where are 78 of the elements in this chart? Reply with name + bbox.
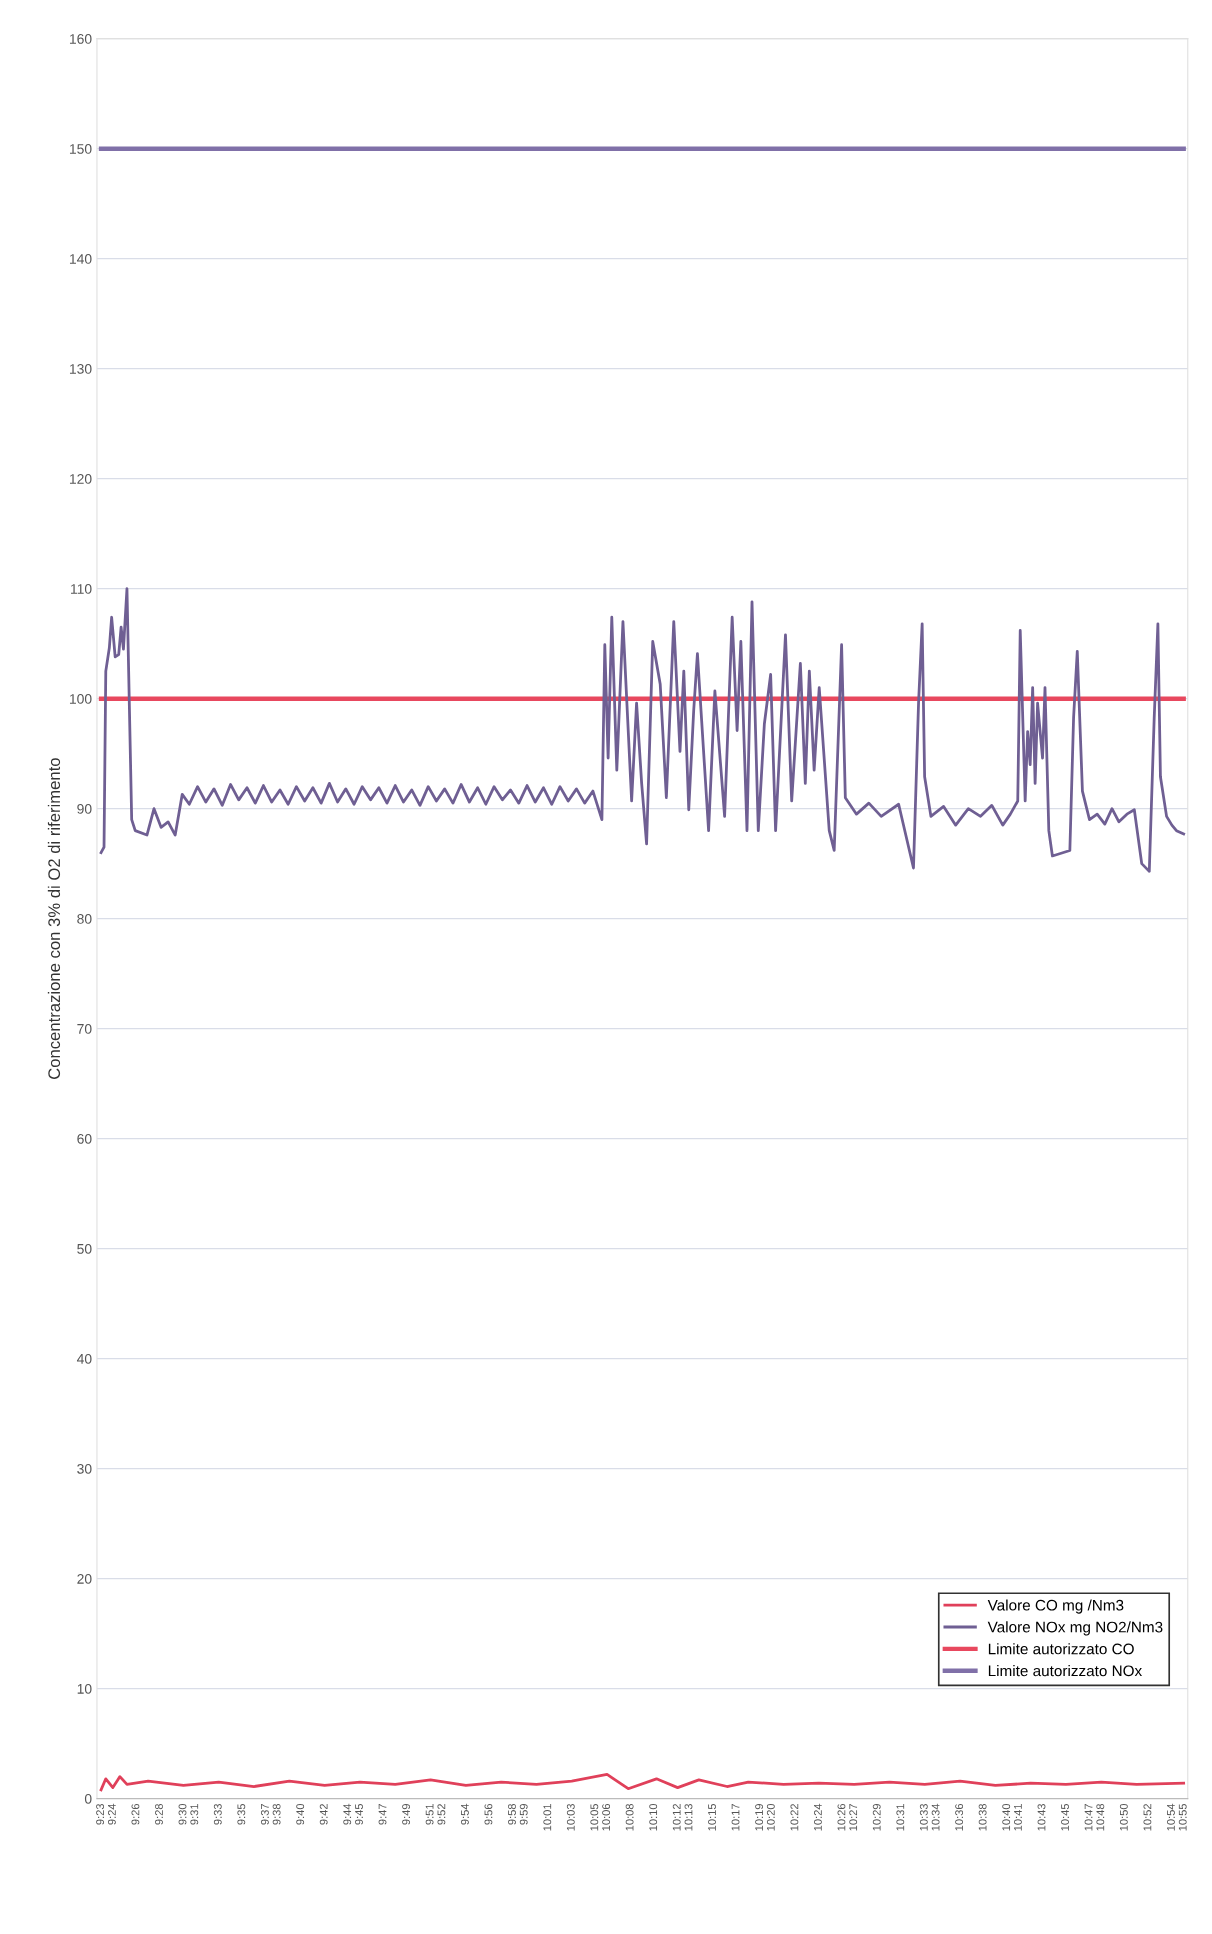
x-tick-label: 10:15 (708, 1803, 716, 1831)
x-tick-label: 10:05 (590, 1803, 599, 1831)
x-tick-label: 9:42 (319, 1804, 328, 1825)
line-series (99, 1773, 1186, 1792)
y-tick-label: 160 (69, 34, 92, 44)
x-tick-label: 9:56 (484, 1803, 493, 1825)
x-tick-label: 10:55 (1178, 1803, 1187, 1831)
x-tick-label: 9:59 (519, 1804, 528, 1825)
x-tick-label: 9:44 (343, 1803, 352, 1825)
x-tick-label: 9:24 (107, 1803, 116, 1825)
y-tick-label: 100 (69, 693, 92, 704)
x-tick-label: 9:30 (178, 1803, 187, 1825)
y-tick-label: 150 (69, 144, 92, 154)
x-tick-label: 10:48 (1096, 1803, 1105, 1831)
x-tick-label: 10:41 (1013, 1804, 1022, 1831)
y-axis-title: Concentrazione con 3% di O2 di riferimento (47, 758, 61, 1079)
x-tick-label: 9:52 (437, 1804, 446, 1825)
y-tick-label: 130 (69, 364, 92, 374)
x-tick-label: 9:54 (460, 1803, 469, 1825)
x-tick-label: 9:47 (378, 1804, 387, 1825)
y-tick-label: 0 (84, 1793, 92, 1804)
y-tick-label: 70 (77, 1023, 92, 1034)
x-tick-label: 10:54 (1166, 1803, 1175, 1831)
x-tick-label: 9:37 (260, 1804, 269, 1825)
y-tick-label: 20 (77, 1573, 92, 1584)
legend-label: Valore CO mg /Nm3 (987, 1599, 1124, 1614)
x-tick-label: 10:34 (931, 1803, 940, 1831)
x-tick-label: 10:22 (790, 1804, 799, 1831)
y-tick-label: 80 (77, 913, 92, 924)
x-tick-label: 9:35 (237, 1803, 246, 1825)
x-tick-label: 10:24 (813, 1803, 822, 1831)
x-tick-label: 10:03 (566, 1803, 575, 1831)
y-tick-label: 30 (77, 1463, 92, 1474)
x-tick-label: 10:01 (543, 1804, 552, 1831)
legend-label: Valore NOx mg NO2/Nm3 (987, 1621, 1163, 1636)
x-tick-label: 10:06 (602, 1803, 611, 1831)
x-tick-label: 9:40 (296, 1803, 305, 1825)
x-tick-label: 10:31 (896, 1804, 905, 1831)
x-tick-label: 9:51 (425, 1804, 434, 1825)
y-tick-label: 10 (77, 1683, 92, 1694)
x-tick-label: 9:31 (190, 1804, 199, 1825)
x-tick-label: 9:45 (355, 1803, 363, 1825)
legend-label: Limite autorizzato CO (988, 1643, 1134, 1655)
x-tick-label: 10:40 (1002, 1803, 1011, 1831)
x-tick-label: 9:23 (96, 1803, 105, 1825)
y-tick-label: 50 (77, 1243, 92, 1254)
x-tick-label: 10:17 (731, 1804, 740, 1831)
line-series (99, 587, 1186, 873)
x-tick-label: 10:12 (672, 1804, 681, 1831)
x-tick-label: 10:33 (919, 1803, 928, 1831)
x-tick-label: 9:38 (272, 1803, 281, 1825)
x-tick-label: 10:38 (978, 1803, 987, 1831)
x-tick-label: 10:52 (1143, 1804, 1152, 1831)
x-tick-label: 10:19 (755, 1804, 764, 1831)
x-tick-label: 10:29 (872, 1804, 881, 1831)
y-tick-label: 110 (71, 584, 92, 594)
x-tick-label: 10:43 (1037, 1803, 1046, 1831)
x-tick-label: 10:26 (837, 1803, 846, 1831)
y-tick-label: 120 (69, 474, 92, 484)
x-tick-label: 10:27 (849, 1804, 858, 1831)
x-tick-label: 9:33 (213, 1803, 222, 1825)
x-tick-label: 10:36 (955, 1803, 964, 1831)
y-tick-label: 60 (77, 1133, 92, 1144)
x-tick-label: 10:10 (649, 1803, 658, 1831)
x-tick-label: 9:26 (131, 1803, 140, 1825)
legend-label: Limite autorizzato NOx (988, 1665, 1143, 1677)
y-tick-label: 40 (76, 1353, 92, 1364)
x-tick-label: 10:20 (766, 1803, 775, 1831)
x-tick-label: 10:45 (1061, 1803, 1069, 1831)
x-tick-label: 10:08 (625, 1803, 634, 1831)
x-tick-label: 9:49 (402, 1804, 411, 1825)
x-tick-label: 10:50 (1119, 1803, 1128, 1831)
y-tick-label: 140 (69, 254, 92, 264)
y-tick-label: 90 (77, 803, 92, 814)
x-tick-label: 9:58 (508, 1803, 516, 1825)
x-tick-label: 10:13 (684, 1803, 693, 1831)
x-tick-label: 10:47 (1084, 1804, 1093, 1831)
x-tick-label: 9:28 (155, 1803, 163, 1825)
